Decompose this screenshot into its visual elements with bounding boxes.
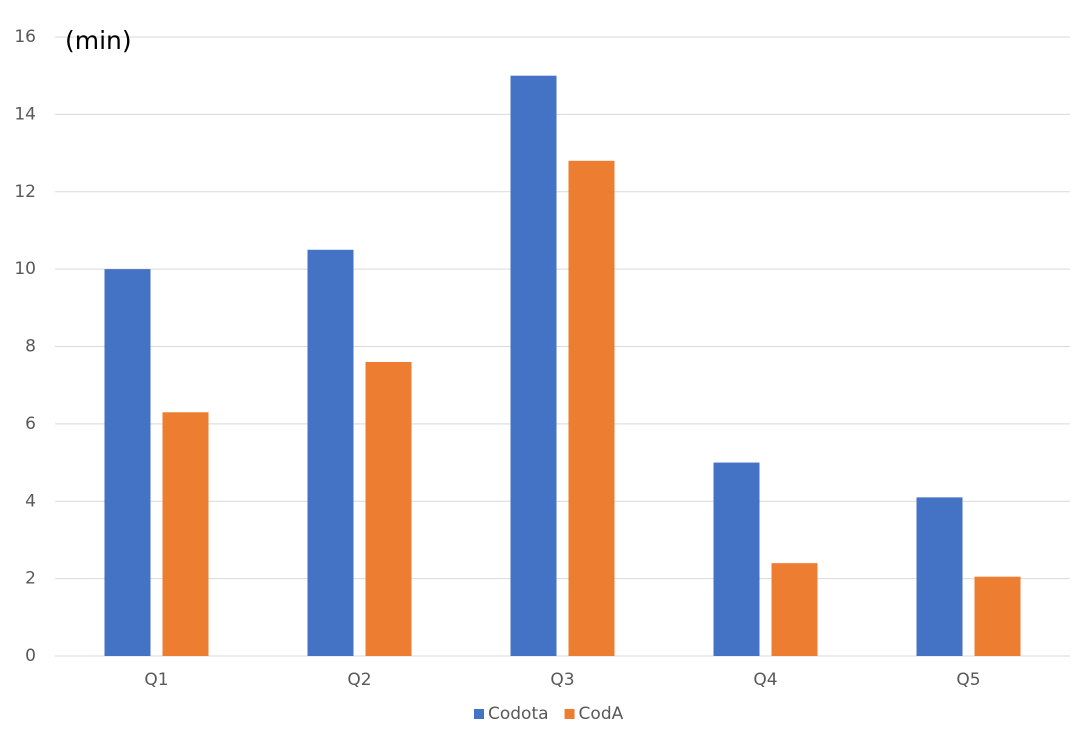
bar [713, 462, 760, 656]
y-tick-label: 16 [14, 27, 36, 47]
y-tick-label: 0 [25, 646, 36, 666]
bar [974, 576, 1021, 656]
x-tick-label: Q4 [753, 670, 777, 690]
x-tick-label: Q2 [347, 670, 371, 690]
bar [162, 412, 209, 656]
x-tick-label: Q3 [550, 670, 574, 690]
bar [568, 160, 615, 657]
legend-label: CodA [579, 704, 624, 724]
y-tick-label: 12 [14, 182, 36, 202]
y-tick-label: 10 [14, 259, 36, 279]
x-tick-label: Q5 [956, 670, 980, 690]
x-tick-label: Q1 [144, 670, 168, 690]
y-tick-label: 4 [25, 491, 36, 511]
bar [307, 249, 354, 656]
legend-swatch [564, 709, 575, 719]
legend-label: Codota [488, 704, 549, 724]
unit-annotation: (min) [65, 26, 132, 55]
legend: Codota CodA [474, 704, 624, 724]
bar [771, 563, 818, 656]
bar [365, 361, 412, 656]
y-tick-label: 8 [25, 337, 36, 357]
y-tick-label: 2 [25, 569, 36, 589]
bar [510, 75, 557, 656]
bar [104, 269, 151, 656]
bar [916, 497, 963, 656]
y-tick-label: 14 [14, 104, 36, 124]
legend-swatch [474, 709, 484, 719]
y-tick-label: 6 [25, 414, 36, 434]
